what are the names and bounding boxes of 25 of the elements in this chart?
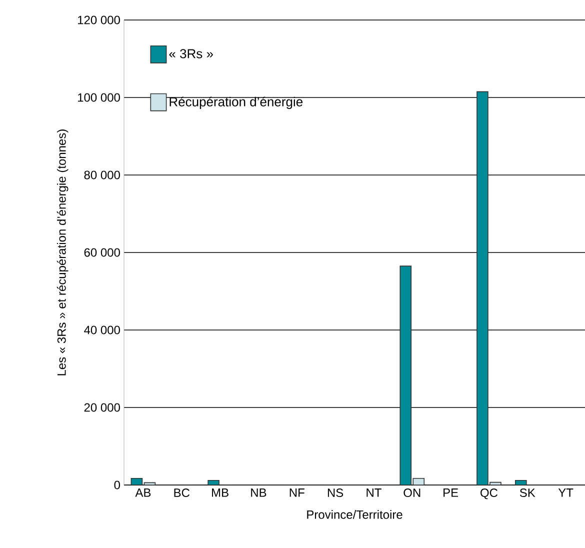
x-axis-title: Province/Territoire [307, 510, 402, 519]
bar [476, 91, 488, 485]
x-tick-label: NF [290, 488, 304, 497]
x-tick-label: NB [251, 488, 266, 497]
x-tick-label: MB [212, 488, 228, 497]
y-tick-label: 20 000 [84, 403, 120, 412]
legend-label: « 3Rs » [169, 49, 213, 58]
y-tick-label: 40 000 [84, 326, 120, 334]
x-tick-label: AB [135, 488, 151, 497]
x-tick-label: QC [480, 488, 498, 500]
y-tick-label: 0 [114, 480, 120, 490]
x-tick-label: BC [174, 488, 190, 498]
y-tick-label: 100 000 [78, 93, 120, 102]
bar [400, 266, 412, 485]
y-tick-label: 80 000 [84, 170, 120, 180]
x-tick-label: YT [558, 488, 574, 497]
y-tick-label: 120 000 [78, 16, 120, 24]
x-tick-label: ON [404, 488, 420, 498]
y-axis-title: Les « 3Rs » et récupération d’énergie (tonnes) [56, 130, 68, 376]
x-tick-label: NT [366, 488, 382, 497]
x-tick-label: NS [328, 488, 344, 498]
x-tick-label: PE [444, 488, 458, 497]
legend-label: Récupération d’énergie [170, 96, 303, 109]
y-tick-label: 60 000 [84, 248, 120, 257]
x-tick-label: SK [520, 488, 536, 498]
